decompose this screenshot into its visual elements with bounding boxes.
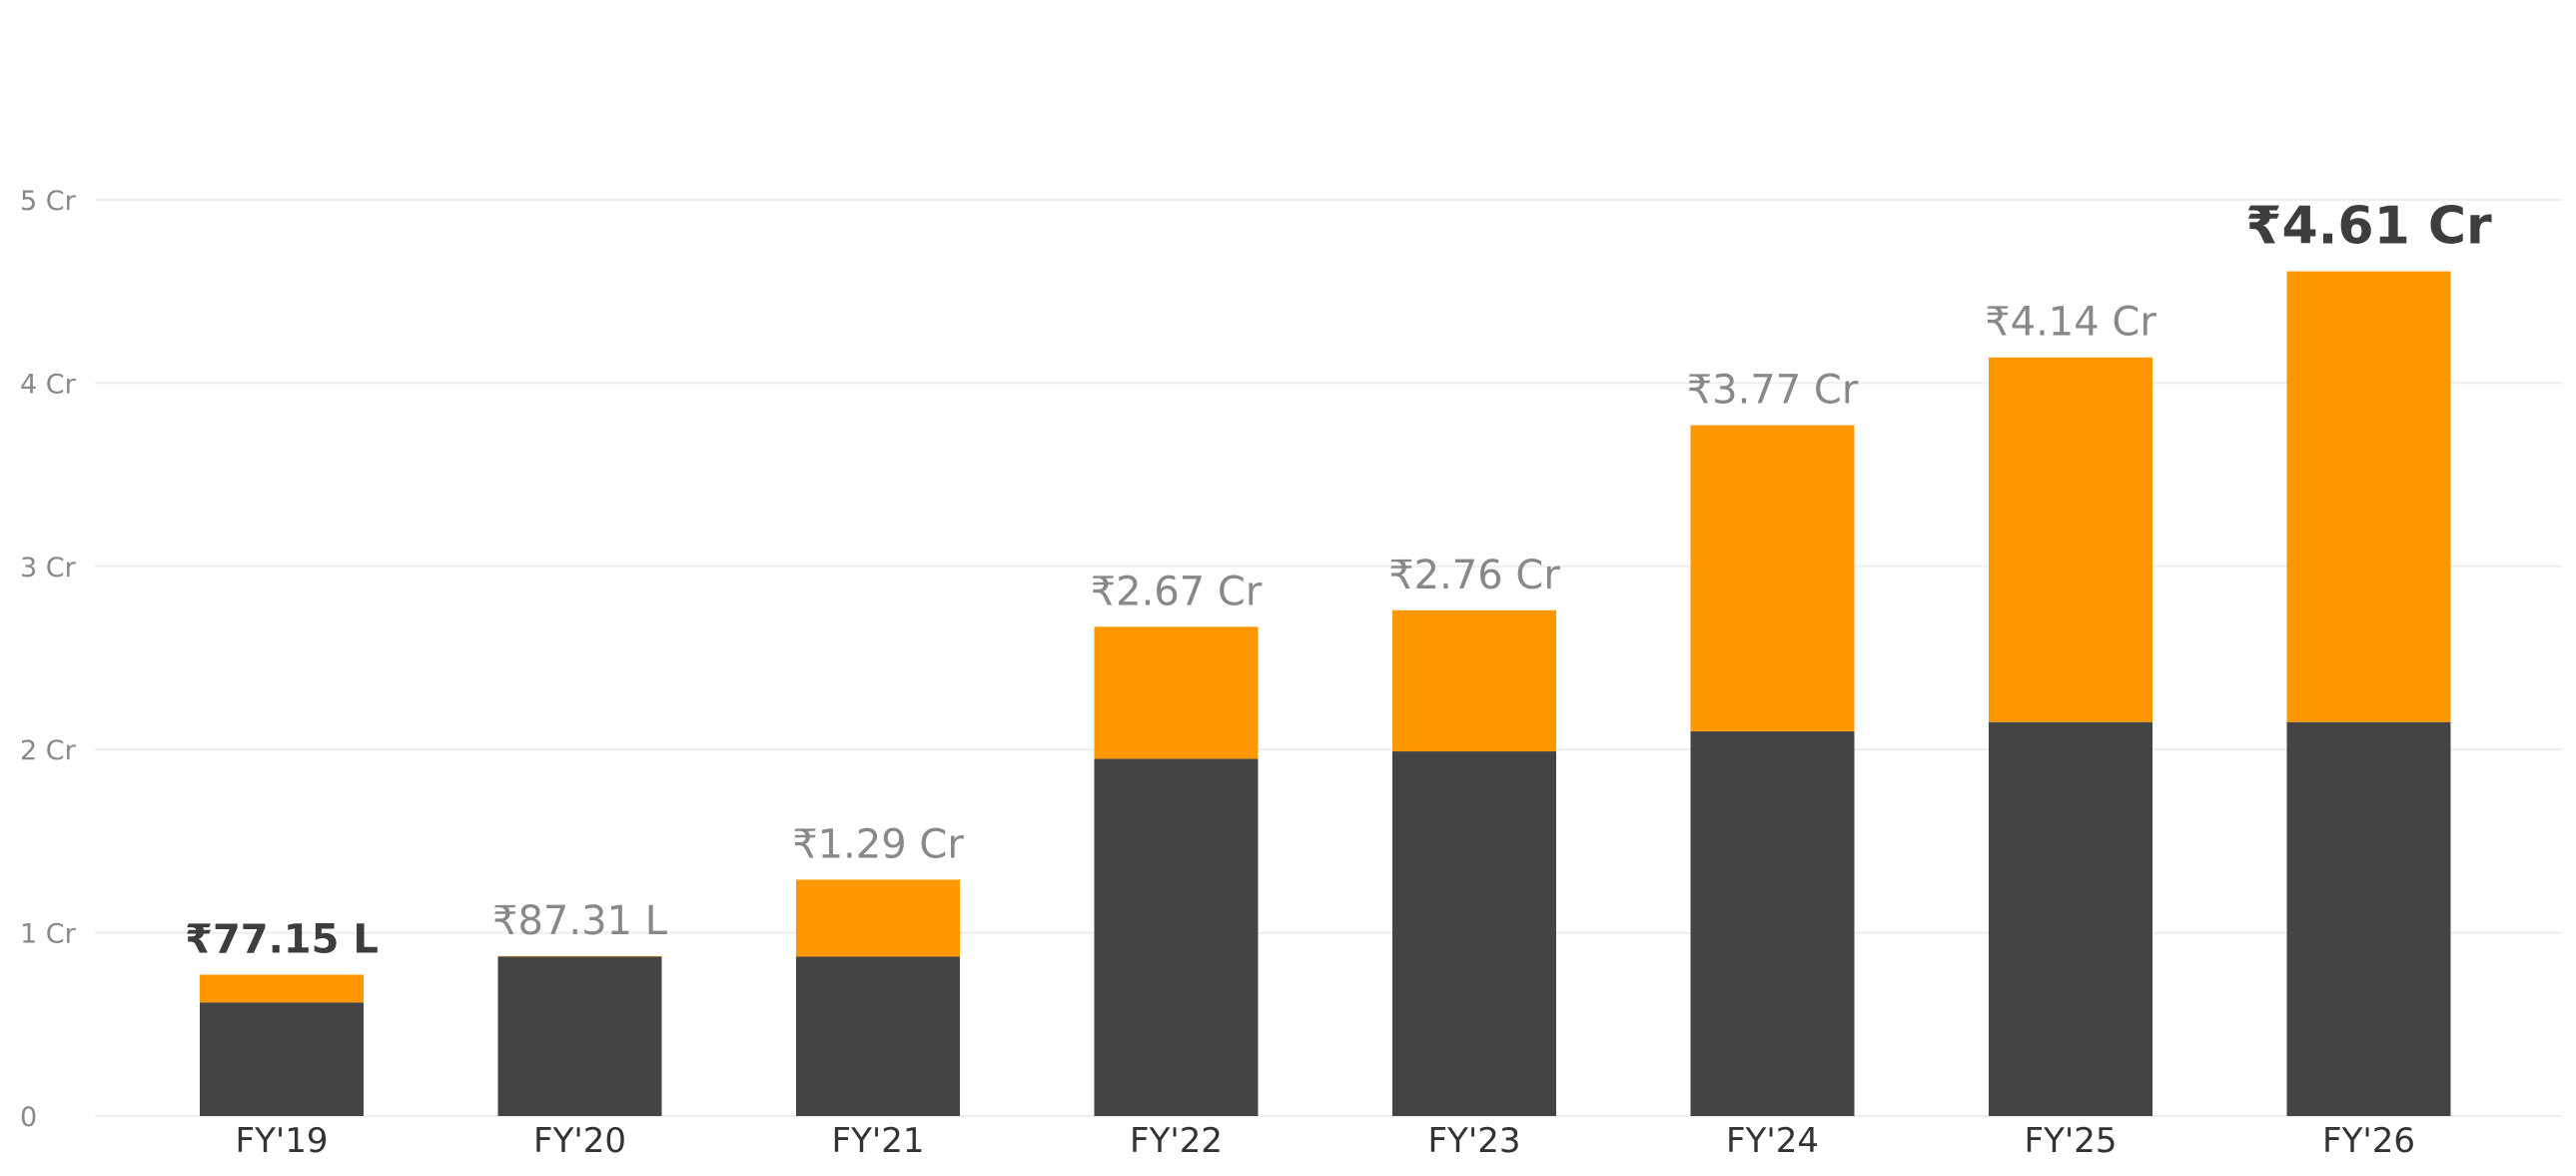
y-tick-label: 5 Cr: [20, 186, 77, 217]
bar-total-label: ₹4.14 Cr: [1985, 300, 2156, 346]
bar-segment-base: [796, 956, 960, 1116]
bar-total-label: ₹77.15 L: [185, 917, 379, 963]
bar-segment-top: [1690, 425, 1855, 731]
y-tick-label: 4 Cr: [20, 369, 77, 400]
y-tick-label: 3 Cr: [20, 553, 77, 584]
bars-layer: [200, 271, 2451, 1116]
y-tick-label: 0: [20, 1102, 37, 1133]
x-tick-label: FY'19: [236, 1121, 329, 1161]
x-tick-label: FY'25: [2025, 1121, 2118, 1161]
y-tick-label: 2 Cr: [20, 735, 77, 766]
bar-segment-base: [1392, 751, 1556, 1116]
bar-total-label: ₹1.29 Cr: [792, 821, 964, 867]
bar-total-label: ₹4.61 Cr: [2245, 197, 2492, 257]
bar-segment-base: [1690, 730, 1855, 1116]
x-axis-ticks: FY'19 FY'20 FY'21 FY'22 FY'23 FY'24 FY'25 FY'26: [236, 1121, 2415, 1161]
bar-total-label: ₹87.31 L: [492, 898, 668, 944]
bar-segment-top: [796, 879, 960, 957]
bar-segment-top: [2286, 271, 2451, 722]
bar-segment-top: [200, 974, 364, 1003]
bar-segment-base: [2286, 721, 2451, 1116]
bar-segment-base: [1094, 758, 1259, 1116]
x-tick-label: FY'20: [533, 1121, 626, 1161]
bar-segment-top: [497, 955, 662, 957]
bar-segment-base: [1989, 721, 2152, 1116]
bar-segment-base: [200, 1002, 364, 1116]
x-tick-label: FY'24: [1726, 1121, 1819, 1161]
y-tick-label: 1 Cr: [20, 919, 77, 950]
total-labels-layer: ₹77.15 L ₹87.31 L ₹1.29 Cr ₹2.67 Cr ₹2.76 Cr…: [185, 197, 2492, 963]
y-axis-ticks: 0 1 Cr 2 Cr 3 Cr 4 Cr 5 Cr: [20, 186, 77, 1133]
bar-segment-top: [1989, 357, 2152, 722]
x-tick-label: FY'23: [1428, 1121, 1521, 1161]
x-tick-label: FY'22: [1130, 1121, 1223, 1161]
bar-segment-base: [497, 956, 662, 1116]
bar-segment-top: [1392, 609, 1556, 752]
x-tick-label: FY'26: [2322, 1121, 2415, 1161]
bar-total-label: ₹2.67 Cr: [1091, 569, 1263, 614]
bar-total-label: ₹2.76 Cr: [1388, 553, 1560, 598]
bar-total-label: ₹3.77 Cr: [1687, 368, 1859, 414]
bar-segment-top: [1094, 626, 1259, 759]
grid-layer: [95, 199, 2562, 1117]
x-tick-label: FY'21: [832, 1121, 925, 1161]
